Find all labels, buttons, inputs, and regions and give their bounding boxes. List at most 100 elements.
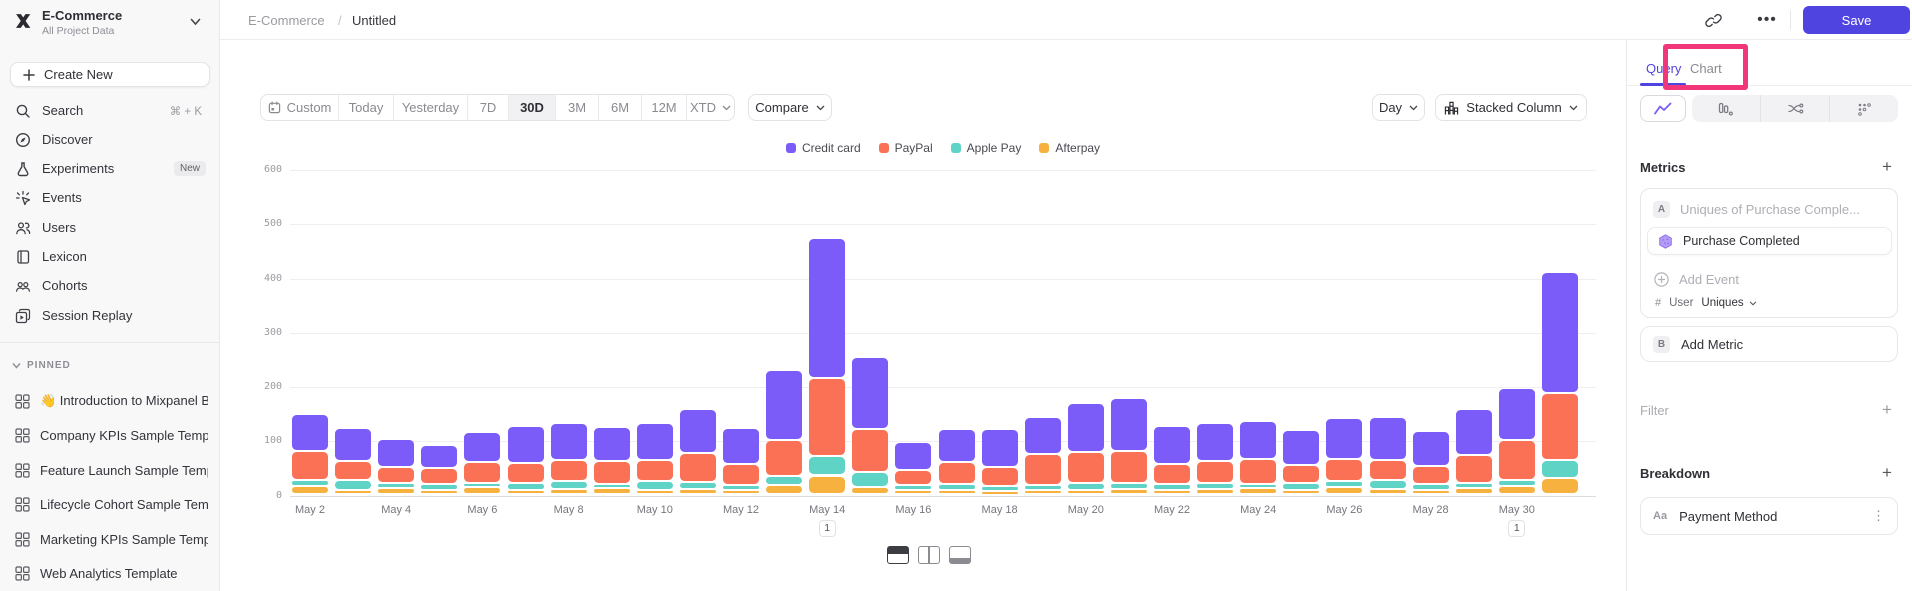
add-breakdown-button[interactable]: + xyxy=(1882,463,1892,482)
range-today[interactable]: Today xyxy=(338,95,393,120)
bar-segment-credit-card[interactable] xyxy=(1154,427,1190,463)
legend-item-credit-card[interactable]: Credit card xyxy=(785,141,861,155)
bar-segment-afterpay[interactable] xyxy=(507,490,544,494)
compare-dropdown[interactable]: Compare xyxy=(748,94,832,121)
bar-segment-apple-pay[interactable] xyxy=(1283,483,1320,489)
bar-segment-afterpay[interactable] xyxy=(292,487,328,494)
granularity-dropdown[interactable]: Day xyxy=(1372,94,1425,121)
bar-segment-apple-pay[interactable] xyxy=(938,484,975,490)
breakdown-payment-method-card[interactable]: Aa Payment Method ⋮ xyxy=(1640,497,1898,535)
bar-segment-afterpay[interactable] xyxy=(1240,488,1277,494)
bar-segment-afterpay[interactable] xyxy=(809,476,846,494)
bar-segment-paypal[interactable] xyxy=(1541,394,1578,459)
bar-segment-paypal[interactable] xyxy=(895,471,932,484)
bar-segment-apple-pay[interactable] xyxy=(852,472,889,487)
add-metric-plus-button[interactable]: + xyxy=(1882,157,1892,176)
bar-segment-paypal[interactable] xyxy=(1154,464,1190,484)
bar-segment-credit-card[interactable] xyxy=(679,410,716,452)
layout-toggle-table-bottom[interactable] xyxy=(949,546,971,564)
bar-segment-paypal[interactable] xyxy=(1326,459,1363,481)
report-type-retention[interactable] xyxy=(1829,95,1898,122)
bar-segment-afterpay[interactable] xyxy=(421,491,458,494)
bar-segment-credit-card[interactable] xyxy=(852,357,889,429)
bar-segment-paypal[interactable] xyxy=(1412,467,1449,483)
bar-segment-afterpay[interactable] xyxy=(852,488,889,494)
bar-segment-afterpay[interactable] xyxy=(1024,491,1061,494)
legend-item-paypal[interactable]: PayPal xyxy=(878,141,933,155)
bar-segment-credit-card[interactable] xyxy=(723,428,759,464)
bar-segment-credit-card[interactable] xyxy=(895,442,932,470)
aggregation-row[interactable]: # User Uniques xyxy=(1641,297,1897,309)
bar-segment-credit-card[interactable] xyxy=(1283,431,1320,464)
annotation-badge[interactable]: 1 xyxy=(1508,519,1526,537)
bar-segment-paypal[interactable] xyxy=(1455,455,1492,482)
pinned-board-item[interactable]: Web Analytics Template xyxy=(0,559,219,589)
bar-segment-afterpay[interactable] xyxy=(1369,490,1406,494)
bar-segment-paypal[interactable] xyxy=(464,462,501,482)
range-7d[interactable]: 7D xyxy=(467,95,508,120)
bar-segment-apple-pay[interactable] xyxy=(507,484,544,489)
bar-segment-afterpay[interactable] xyxy=(723,491,759,494)
bar-segment-afterpay[interactable] xyxy=(895,491,932,494)
bar-segment-paypal[interactable] xyxy=(1197,462,1234,482)
pinned-board-item[interactable]: Lifecycle Cohort Sample Template xyxy=(0,490,219,520)
bar-segment-afterpay[interactable] xyxy=(636,491,673,494)
bar-segment-afterpay[interactable] xyxy=(1067,491,1104,494)
bar-segment-credit-card[interactable] xyxy=(981,430,1018,467)
report-type-insights-selected[interactable] xyxy=(1640,95,1686,122)
bar-segment-paypal[interactable] xyxy=(1024,454,1061,484)
bar-segment-credit-card[interactable] xyxy=(507,426,544,463)
pinned-board-item[interactable]: Company KPIs Sample Template xyxy=(0,421,219,451)
bar-segment-afterpay[interactable] xyxy=(766,485,803,494)
workspace-switcher[interactable]: E-Commerce All Project Data xyxy=(0,0,220,44)
bar-segment-apple-pay[interactable] xyxy=(1240,484,1277,487)
bar-segment-credit-card[interactable] xyxy=(421,446,458,467)
bar-segment-paypal[interactable] xyxy=(292,452,328,479)
bar-segment-credit-card[interactable] xyxy=(1197,424,1234,461)
legend-item-apple-pay[interactable]: Apple Pay xyxy=(950,141,1021,155)
bar-segment-credit-card[interactable] xyxy=(550,424,587,459)
chart-type-dropdown[interactable]: Stacked Column xyxy=(1435,94,1587,121)
bar-segment-afterpay[interactable] xyxy=(1197,490,1234,494)
tab-chart[interactable]: Chart xyxy=(1690,61,1722,76)
bar-segment-paypal[interactable] xyxy=(507,464,544,483)
range-yesterday[interactable]: Yesterday xyxy=(393,95,467,120)
sidebar-item-lexicon[interactable]: Lexicon xyxy=(0,242,220,271)
bar-segment-credit-card[interactable] xyxy=(292,415,328,451)
bar-segment-apple-pay[interactable] xyxy=(335,481,372,490)
bar-segment-apple-pay[interactable] xyxy=(1067,483,1104,490)
bar-segment-afterpay[interactable] xyxy=(1110,490,1147,494)
bar-segment-apple-pay[interactable] xyxy=(1455,483,1492,487)
layout-toggle-split-vertical[interactable] xyxy=(918,546,940,564)
bar-segment-paypal[interactable] xyxy=(981,468,1018,486)
bar-segment-paypal[interactable] xyxy=(723,465,759,484)
bar-segment-credit-card[interactable] xyxy=(378,440,415,466)
bar-segment-afterpay[interactable] xyxy=(1283,490,1320,494)
sidebar-item-events[interactable]: Events xyxy=(0,183,220,212)
bar-segment-afterpay[interactable] xyxy=(1455,488,1492,494)
pinned-board-item[interactable]: Feature Launch Sample Template xyxy=(0,455,219,485)
agg-value-dropdown[interactable]: Uniques xyxy=(1701,297,1744,309)
bar-segment-apple-pay[interactable] xyxy=(981,487,1018,491)
bar-segment-credit-card[interactable] xyxy=(1067,404,1104,452)
bar-segment-credit-card[interactable] xyxy=(1455,409,1492,454)
bar-segment-credit-card[interactable] xyxy=(1369,417,1406,459)
bar-segment-afterpay[interactable] xyxy=(1541,479,1578,494)
bar-segment-apple-pay[interactable] xyxy=(636,481,673,490)
bar-segment-apple-pay[interactable] xyxy=(1154,485,1190,489)
bar-segment-credit-card[interactable] xyxy=(1110,398,1147,451)
bar-segment-paypal[interactable] xyxy=(1067,453,1104,482)
bar-segment-credit-card[interactable] xyxy=(938,430,975,462)
bar-segment-paypal[interactable] xyxy=(378,467,415,482)
event-row-purchase-completed[interactable]: Purchase Completed xyxy=(1647,227,1892,255)
kebab-menu-icon[interactable]: ⋮ xyxy=(1872,508,1885,523)
range-12m[interactable]: 12M xyxy=(641,95,686,120)
bar-segment-apple-pay[interactable] xyxy=(1197,483,1234,489)
bar-segment-apple-pay[interactable] xyxy=(1326,482,1363,486)
bar-segment-credit-card[interactable] xyxy=(636,424,673,459)
add-metric-b-card[interactable]: B Add Metric xyxy=(1640,326,1898,362)
bar-segment-credit-card[interactable] xyxy=(593,428,630,460)
layout-toggle-chart-top[interactable] xyxy=(887,546,909,564)
bar-segment-credit-card[interactable] xyxy=(809,239,846,378)
range-3m[interactable]: 3M xyxy=(555,95,598,120)
